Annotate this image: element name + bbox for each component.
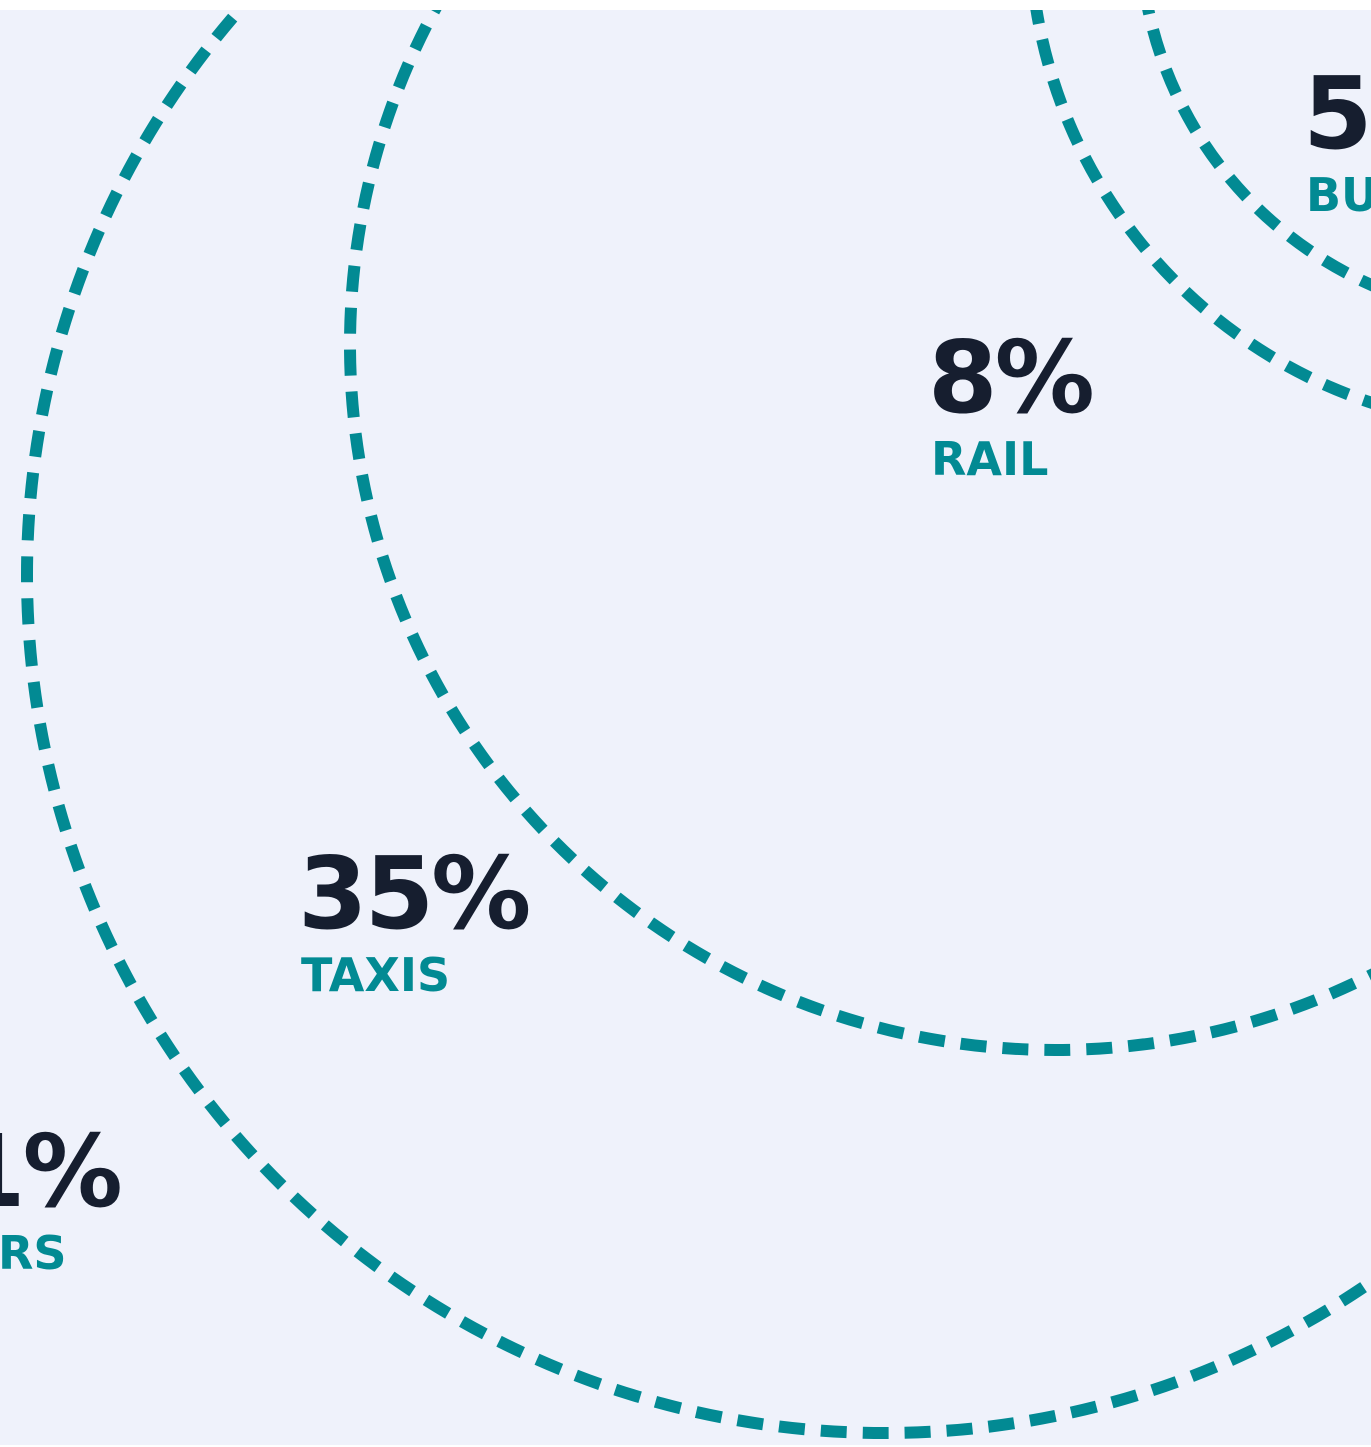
- middle-ring: [344, 10, 1371, 1056]
- dashed-rings: [21, 10, 1371, 1439]
- stat-taxis-percent: 35%: [298, 835, 531, 952]
- stat-rail-label: RAIL: [931, 432, 1049, 486]
- stat-cars-percent: 1%: [0, 1113, 123, 1230]
- stat-rail: 8% RAIL: [928, 319, 1095, 486]
- stat-bus-percent: 5: [1303, 55, 1371, 172]
- outer-ring: [21, 10, 1371, 1439]
- diagram-canvas: 1% RS 35% TAXIS 8% RAIL 5 BU: [0, 10, 1371, 1445]
- stat-cars-label: RS: [0, 1226, 67, 1280]
- stat-taxis: 35% TAXIS: [298, 835, 531, 1002]
- stat-taxis-label: TAXIS: [301, 948, 451, 1002]
- stat-cars: 1% RS: [0, 1113, 123, 1280]
- stat-bus: 5 BU: [1303, 55, 1371, 222]
- stat-bus-label: BU: [1306, 168, 1371, 222]
- stat-rail-percent: 8%: [928, 319, 1095, 436]
